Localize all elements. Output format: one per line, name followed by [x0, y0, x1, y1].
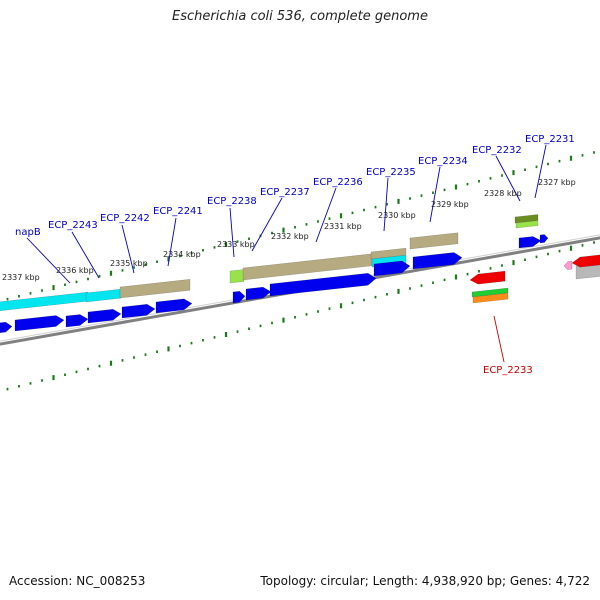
- gene-label[interactable]: ECP_2233: [483, 365, 533, 376]
- gene-label[interactable]: ECP_2231: [525, 134, 575, 145]
- gene-leader-line: [383, 177, 389, 232]
- gene-label[interactable]: ECP_2241: [153, 206, 203, 217]
- cds-forward-arrow[interactable]: [14, 315, 65, 332]
- gene-label[interactable]: napB: [15, 227, 41, 238]
- tick-label: 2330 kbp: [378, 211, 416, 220]
- cds-reverse-arrow[interactable]: [571, 254, 600, 268]
- feature-band-cyan[interactable]: [85, 288, 122, 303]
- label-leader-lines: [26, 144, 547, 363]
- cds-forward-arrow[interactable]: [412, 252, 463, 270]
- gene-label[interactable]: ECP_2232: [472, 145, 522, 156]
- cds-forward-arrow[interactable]: [232, 291, 246, 304]
- gene-leader-line: [429, 166, 441, 223]
- gene-label[interactable]: ECP_2234: [418, 156, 468, 167]
- gene-leader-line: [229, 207, 235, 258]
- gene-label[interactable]: ECP_2237: [260, 187, 310, 198]
- tick-label: 2329 kbp: [431, 200, 469, 209]
- tick-label: 2335 kbp: [110, 259, 148, 268]
- cds-forward-arrow[interactable]: [155, 298, 193, 314]
- cds-forward-arrow[interactable]: [269, 272, 377, 297]
- gene-label[interactable]: ECP_2235: [366, 167, 416, 178]
- feature-band-cyan[interactable]: [0, 291, 89, 312]
- cds-forward-arrow[interactable]: [518, 236, 542, 249]
- accession-text: Accession: NC_008253: [9, 574, 146, 588]
- cds-forward-arrow[interactable]: [121, 303, 156, 319]
- gene-leader-line: [251, 197, 283, 252]
- cds-forward-arrow[interactable]: [87, 308, 122, 324]
- cds-reverse-arrow[interactable]: [469, 270, 506, 285]
- gene-leader-line: [315, 187, 337, 243]
- feature-band-olive[interactable]: [409, 232, 459, 250]
- tick-label: 2332 kbp: [271, 232, 309, 241]
- tick-label: 2336 kbp: [56, 266, 94, 275]
- feature-band-olive[interactable]: [370, 247, 407, 260]
- gene-leader-line: [493, 315, 505, 363]
- tick-label: 2333 kbp: [217, 240, 255, 249]
- tick-label: 2328 kbp: [484, 189, 522, 198]
- gene-label[interactable]: ECP_2238: [207, 196, 257, 207]
- genome-stats-text: Topology: circular; Length: 4,938,920 bp…: [260, 574, 590, 588]
- tick-label: 2327 kbp: [538, 178, 576, 187]
- tick-marks: [6, 151, 595, 391]
- cds-reverse-arrow-pink[interactable]: [563, 260, 573, 270]
- cds-forward-arrow[interactable]: [245, 286, 272, 301]
- gene-leader-line: [121, 224, 135, 274]
- feature-band-lightgreen[interactable]: [515, 220, 539, 229]
- cds-forward-arrow[interactable]: [65, 314, 89, 328]
- cds-forward-arrow[interactable]: [539, 234, 549, 244]
- gene-leader-line: [495, 155, 521, 202]
- feature-band-green[interactable]: [471, 287, 509, 298]
- tick-label: 2337 kbp: [2, 273, 40, 282]
- feature-band-darkgreen[interactable]: [514, 214, 539, 224]
- cds-forward-arrow[interactable]: [0, 321, 13, 334]
- tick-label: 2334 kbp: [163, 250, 201, 259]
- tick-label: 2331 kbp: [324, 222, 362, 231]
- gene-label[interactable]: ECP_2242: [100, 213, 150, 224]
- gene-leader-line: [71, 231, 100, 279]
- feature-track[interactable]: [0, 214, 600, 334]
- feature-band-olive[interactable]: [119, 279, 191, 299]
- map-title: Escherichia coli 536, complete genome: [172, 9, 428, 24]
- gene-leader-line: [534, 144, 547, 199]
- gene-leader-line: [26, 237, 71, 284]
- tick-label-group: 2327 kbp 2328 kbp 2329 kbp 2330 kbp 2331 kbp…: [2, 178, 576, 282]
- gene-label[interactable]: ECP_2236: [313, 177, 363, 188]
- gene-leader-line: [167, 217, 177, 267]
- feature-band-lightgreen[interactable]: [229, 269, 245, 284]
- cds-forward-arrow[interactable]: [373, 260, 411, 277]
- gene-label[interactable]: ECP_2243: [48, 220, 98, 231]
- feature-band-orange[interactable]: [472, 292, 509, 304]
